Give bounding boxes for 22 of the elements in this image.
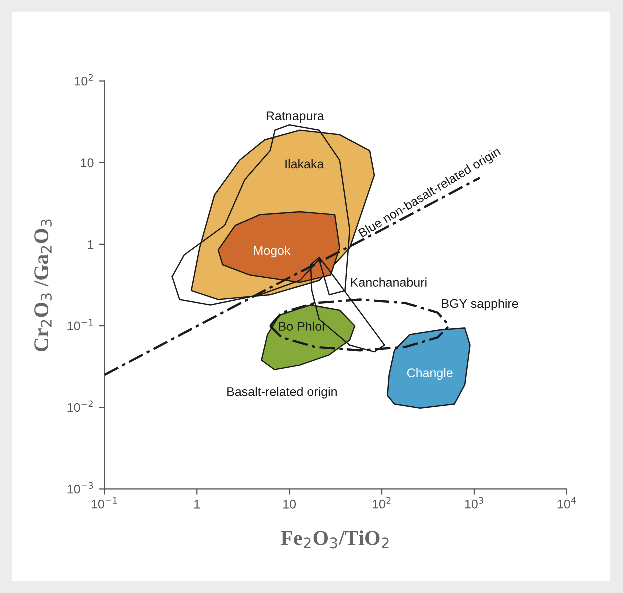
- y-tick-label: 10: [81, 158, 94, 168]
- x-tick-label: 10$^{−1}$: [92, 497, 118, 509]
- x-tick-label: 10$^{3}$: [465, 497, 484, 509]
- annotation: BGY sapphire: [442, 298, 518, 311]
- x-tick-label: 10: [284, 500, 296, 509]
- annotation: Mogok: [254, 246, 291, 258]
- annotation: Ilakaka: [286, 159, 324, 169]
- annotation: Kanchanaburi: [351, 278, 427, 287]
- y-tick-label: 1: [88, 240, 94, 249]
- annotation: Basalt-related origin: [228, 387, 337, 399]
- y-tick-label: 10$^{2}$: [75, 74, 93, 86]
- x-tick-label: 10$^{4}$: [558, 497, 576, 509]
- x-axis-title: Fe$_{2}$O$_{3}$/TiO$_{2}$: [281, 530, 389, 549]
- y-tick-label: 10$^{−1}$: [68, 319, 93, 331]
- x-tick-label: 1: [194, 500, 200, 509]
- y-tick-label: 10$^{−3}$: [68, 482, 94, 494]
- annotation: Bo Phloi: [279, 322, 324, 332]
- x-tick-label: 10$^{2}$: [372, 497, 391, 509]
- annotation: Changle: [407, 368, 453, 380]
- y-axis-title: Cr$_{2}$O$_{3}$ /Ga$_{2}$O$_{3}$: [34, 220, 52, 352]
- y-tick-label: 10$^{−2}$: [68, 400, 93, 412]
- annotation: Ratnapura: [266, 112, 324, 123]
